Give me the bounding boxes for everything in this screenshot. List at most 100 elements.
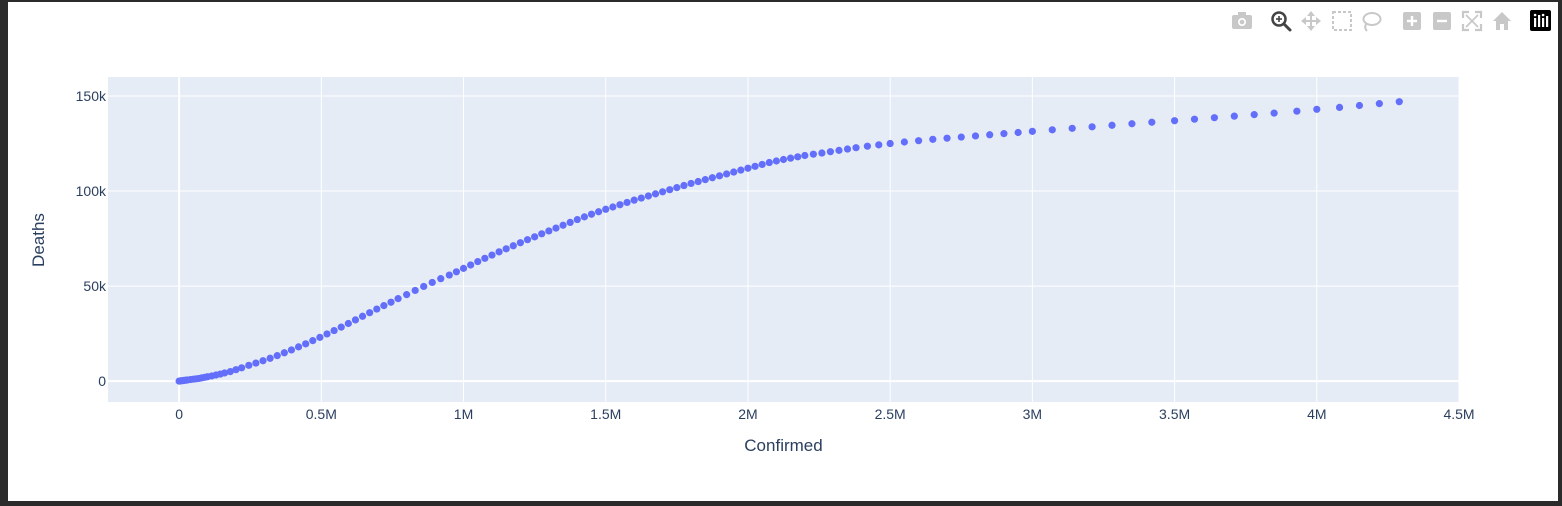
data-point[interactable] xyxy=(309,337,317,345)
data-point[interactable] xyxy=(232,366,240,374)
data-point[interactable] xyxy=(694,177,702,186)
data-point[interactable] xyxy=(835,146,843,154)
data-point[interactable] xyxy=(986,131,994,139)
data-point[interactable] xyxy=(403,291,411,299)
data-point[interactable] xyxy=(287,346,296,354)
data-point[interactable] xyxy=(280,349,288,357)
data-point[interactable] xyxy=(566,218,574,226)
data-point[interactable] xyxy=(573,215,581,224)
data-point[interactable] xyxy=(1068,124,1076,132)
data-point[interactable] xyxy=(595,208,603,216)
data-point[interactable] xyxy=(545,227,553,235)
zoom-out-icon[interactable] xyxy=(1433,12,1451,30)
data-point[interactable] xyxy=(730,168,738,176)
data-point[interactable] xyxy=(259,357,267,365)
data-point[interactable] xyxy=(1335,103,1344,112)
data-point[interactable] xyxy=(226,367,234,376)
data-point[interactable] xyxy=(673,184,681,192)
data-point[interactable] xyxy=(437,275,445,283)
data-point[interactable] xyxy=(687,179,695,188)
data-point[interactable] xyxy=(737,166,745,174)
zoom-icon[interactable] xyxy=(1271,11,1292,32)
data-point[interactable] xyxy=(1395,98,1403,106)
data-point[interactable] xyxy=(971,132,980,140)
data-point[interactable] xyxy=(344,319,352,328)
box-select-icon[interactable] xyxy=(1332,11,1352,31)
data-point[interactable] xyxy=(502,245,510,253)
data-point[interactable] xyxy=(294,343,303,351)
data-point[interactable] xyxy=(1250,111,1258,119)
data-point[interactable] xyxy=(587,210,596,218)
data-point[interactable] xyxy=(779,155,788,164)
data-point[interactable] xyxy=(337,323,345,331)
data-point[interactable] xyxy=(1128,120,1136,128)
data-point[interactable] xyxy=(1014,128,1022,137)
data-point[interactable] xyxy=(221,369,229,377)
data-point[interactable] xyxy=(330,326,338,335)
data-point[interactable] xyxy=(1355,101,1364,110)
data-point[interactable] xyxy=(651,190,660,198)
camera-icon[interactable] xyxy=(1232,12,1252,29)
data-point[interactable] xyxy=(1293,107,1301,115)
data-point[interactable] xyxy=(580,213,589,221)
data-point[interactable] xyxy=(708,174,716,182)
data-point[interactable] xyxy=(481,254,489,262)
data-point[interactable] xyxy=(609,203,617,211)
data-point[interactable] xyxy=(765,158,773,167)
data-point[interactable] xyxy=(943,134,951,142)
data-point[interactable] xyxy=(701,176,709,184)
data-point[interactable] xyxy=(1313,105,1321,113)
data-point[interactable] xyxy=(323,330,331,338)
data-point[interactable] xyxy=(680,181,688,190)
data-point[interactable] xyxy=(715,172,724,180)
data-point[interactable] xyxy=(1375,100,1383,108)
data-point[interactable] xyxy=(1270,109,1278,117)
data-point[interactable] xyxy=(495,248,503,256)
data-point[interactable] xyxy=(852,144,860,152)
data-point[interactable] xyxy=(316,333,324,341)
data-point[interactable] xyxy=(929,135,937,143)
data-point[interactable] xyxy=(666,186,674,194)
data-point[interactable] xyxy=(1210,114,1218,122)
data-point[interactable] xyxy=(630,196,638,204)
data-point[interactable] xyxy=(380,302,388,310)
data-point[interactable] xyxy=(616,201,624,209)
data-point[interactable] xyxy=(744,164,752,172)
zoom-in-icon[interactable] xyxy=(1403,12,1421,30)
data-point[interactable] xyxy=(957,133,965,141)
data-point[interactable] xyxy=(787,154,795,162)
data-point[interactable] xyxy=(723,170,731,178)
data-point[interactable] xyxy=(538,230,546,238)
data-point[interactable] xyxy=(428,278,436,287)
data-point[interactable] xyxy=(1000,130,1008,138)
data-point[interactable] xyxy=(644,192,653,200)
data-point[interactable] xyxy=(445,271,453,279)
plot-background[interactable] xyxy=(108,77,1459,402)
data-point[interactable] xyxy=(875,141,883,149)
data-point[interactable] xyxy=(394,295,402,303)
data-point[interactable] xyxy=(559,221,567,229)
data-point[interactable] xyxy=(387,298,395,306)
data-point[interactable] xyxy=(659,188,667,196)
data-point[interactable] xyxy=(751,162,759,170)
data-point[interactable] xyxy=(1088,123,1096,131)
data-point[interactable] xyxy=(509,242,517,250)
data-point[interactable] xyxy=(302,340,310,348)
data-point[interactable] xyxy=(915,137,923,145)
data-point[interactable] xyxy=(801,151,809,160)
data-point[interactable] xyxy=(420,282,428,291)
data-point[interactable] xyxy=(252,359,260,367)
data-point[interactable] xyxy=(1108,121,1116,129)
data-point[interactable] xyxy=(373,305,381,313)
data-point[interactable] xyxy=(1230,112,1238,120)
data-point[interactable] xyxy=(366,309,374,317)
data-point[interactable] xyxy=(474,257,482,266)
data-point[interactable] xyxy=(602,205,610,213)
data-point[interactable] xyxy=(1170,117,1179,125)
data-point[interactable] xyxy=(1028,127,1036,135)
data-point[interactable] xyxy=(900,138,908,146)
autoscale-icon[interactable] xyxy=(1461,10,1483,32)
data-point[interactable] xyxy=(488,251,496,259)
data-point[interactable] xyxy=(863,142,872,150)
data-point[interactable] xyxy=(818,149,826,157)
